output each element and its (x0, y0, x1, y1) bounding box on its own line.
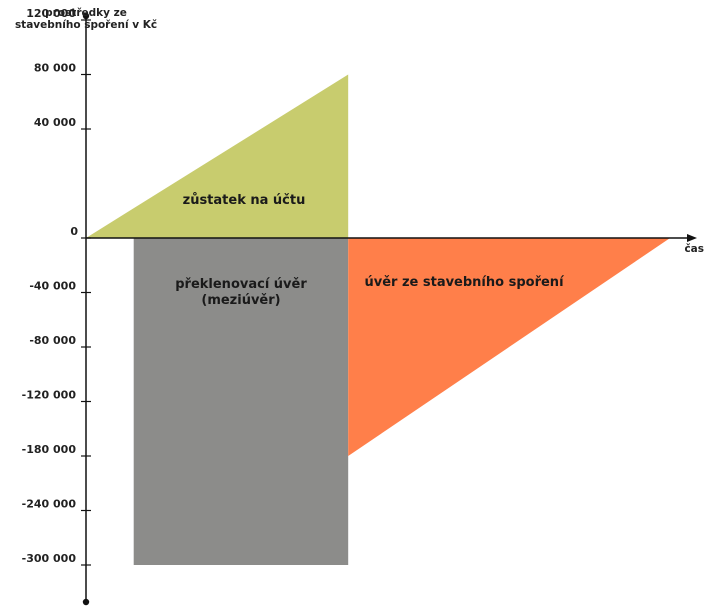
y-axis-title: prostředky ze (45, 7, 127, 19)
region-label: (meziúvěr) (201, 293, 280, 308)
y-tick-label: -300 000 (22, 552, 77, 565)
y-tick-label: -80 000 (29, 334, 76, 347)
chart-labels: zůstatek na účtu překlenovací úvěr(meziúv… (175, 193, 565, 308)
y-axis-bottom-dot (82, 598, 90, 606)
y-tick-label: 120 000 (26, 7, 76, 20)
region-1 (133, 238, 349, 565)
y-tick-label: -40 000 (29, 280, 76, 293)
x-axis-title: čas (684, 243, 704, 255)
region-label: zůstatek na účtu (183, 193, 306, 208)
chart-axes (82, 12, 697, 606)
region-2 (348, 238, 671, 456)
y-tick-label: 40 000 (34, 116, 76, 129)
y-axis-title: stavebního spoření v Kč (15, 19, 157, 31)
region-0 (86, 74, 349, 238)
region-label: překlenovací úvěr (175, 277, 307, 292)
y-tick-label: -240 000 (22, 498, 77, 511)
y-tick-label: 0 (70, 225, 78, 238)
y-tick-label: 80 000 (34, 62, 76, 75)
region-label: úvěr ze stavebního spoření (364, 275, 565, 290)
chart-ticks: 120 000 80 000 40 000 0 -40 000 -80 000 -120 0… (22, 7, 91, 566)
chart-regions (86, 74, 671, 565)
y-tick-label: -120 000 (22, 389, 77, 402)
y-axis-top-dot (82, 12, 90, 20)
y-tick-label: -180 000 (22, 443, 77, 456)
x-axis-arrow (687, 234, 697, 242)
